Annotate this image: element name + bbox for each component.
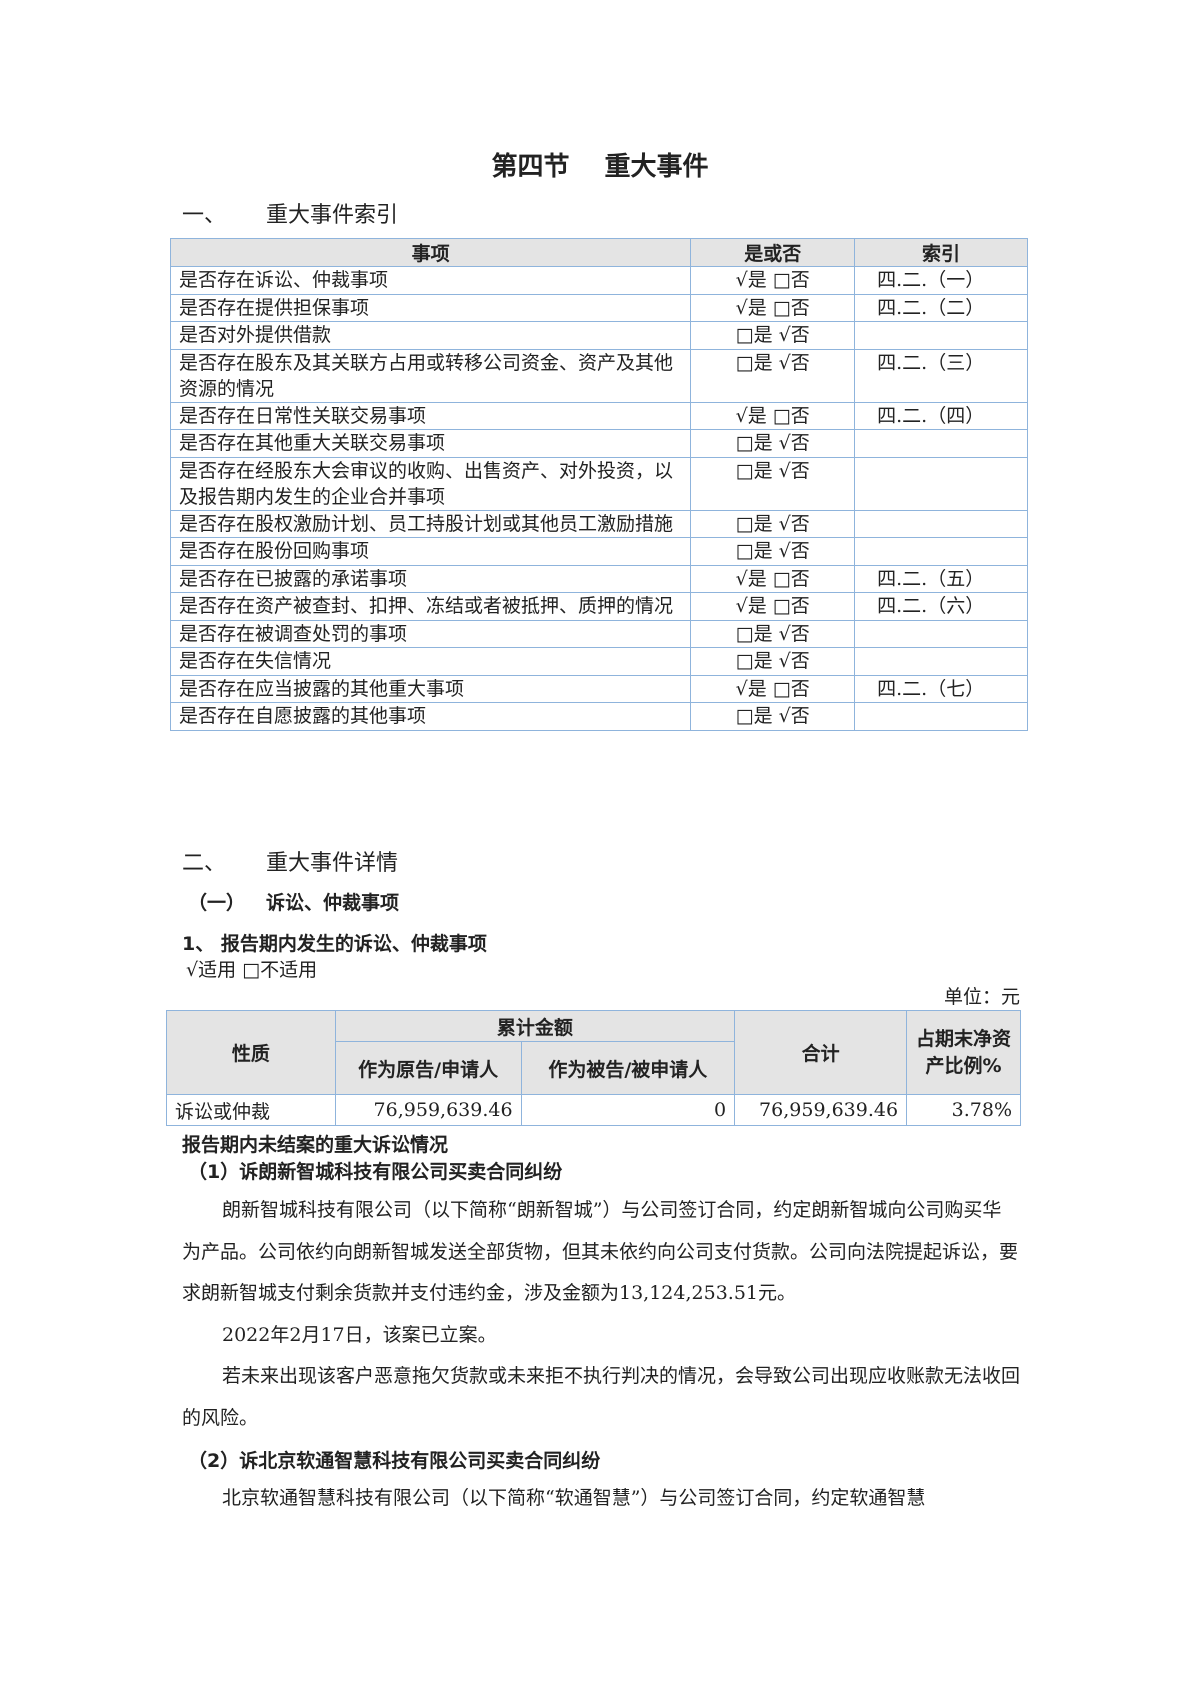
row-item: 是否存在股份回购事项 bbox=[169, 537, 692, 566]
row-index-ref bbox=[854, 456, 1028, 511]
row-yes-no: □是 √否 bbox=[690, 348, 856, 403]
cell-ratio: 3.78% bbox=[906, 1094, 1021, 1126]
event-index-table: 事项 是或否 索引 是否存在诉讼、仲裁事项 √是 □否 四.二.（一） 是否存在提供担… bbox=[169, 238, 1028, 731]
row-item: 是否对外提供借款 bbox=[169, 321, 692, 350]
unit-label: 单位：元 bbox=[943, 986, 1020, 1008]
row-index-ref bbox=[854, 537, 1028, 566]
cell-nature: 诉讼或仲裁 bbox=[166, 1094, 336, 1126]
row-yes-no: □是 √否 bbox=[690, 429, 856, 458]
row-index-ref bbox=[854, 619, 1028, 648]
row-item: 是否存在诉讼、仲裁事项 bbox=[169, 266, 692, 295]
col-header-item: 事项 bbox=[169, 238, 692, 267]
case2-title: （2）诉北京软通智慧科技有限公司买卖合同纠纷 bbox=[188, 1450, 601, 1472]
row-item: 是否存在经股东大会审议的收购、出售资产、对外投资，以及报告期内发生的企业合并事项 bbox=[169, 456, 692, 511]
row-index-ref: 四.二.（一） bbox=[854, 266, 1028, 295]
litigation-table: 性质 累计金额 合计 占期末净资产比例% 作为原告/申请人 作为被告/被申请人 … bbox=[166, 1010, 1021, 1126]
row-item: 是否存在股权激励计划、员工持股计划或其他员工激励措施 bbox=[169, 509, 692, 538]
cell-total: 76,959,639.46 bbox=[734, 1094, 908, 1126]
table-row: 是否存在应当披露的其他重大事项 √是 □否 四.二.（七） bbox=[169, 674, 1028, 703]
row-index-ref: 四.二.（四） bbox=[854, 401, 1028, 430]
row-yes-no: □是 √否 bbox=[690, 647, 856, 676]
row-yes-no: √是 □否 bbox=[690, 674, 856, 703]
row-yes-no: √是 □否 bbox=[690, 401, 856, 430]
col-header-yn: 是或否 bbox=[690, 238, 856, 267]
row-yes-no: √是 □否 bbox=[690, 592, 856, 621]
row-index-ref bbox=[854, 702, 1028, 731]
row-index-ref: 四.二.（三） bbox=[854, 348, 1028, 403]
case1-paragraph-1: 朗新智城科技有限公司（以下简称“朗新智城”）与公司签订合同，约定朗新智城向公司购… bbox=[182, 1199, 1019, 1304]
header-total: 合计 bbox=[734, 1010, 908, 1095]
row-item: 是否存在自愿披露的其他事项 bbox=[169, 702, 692, 731]
row-index-ref bbox=[854, 429, 1028, 458]
header-plaintiff: 作为原告/申请人 bbox=[334, 1041, 522, 1095]
header-nature: 性质 bbox=[166, 1010, 336, 1095]
col-header-ref: 索引 bbox=[854, 238, 1028, 267]
row-index-ref: 四.二.（五） bbox=[854, 564, 1028, 593]
row-item: 是否存在失信情况 bbox=[169, 647, 692, 676]
cell-plaintiff: 76,959,639.46 bbox=[334, 1094, 522, 1126]
case1-title: （1）诉朗新智城科技有限公司买卖合同纠纷 bbox=[188, 1161, 563, 1183]
row-yes-no: □是 √否 bbox=[690, 537, 856, 566]
row-yes-no: □是 √否 bbox=[690, 702, 856, 731]
table-row: 是否存在自愿披露的其他事项 □是 √否 bbox=[169, 702, 1028, 731]
row-item: 是否存在其他重大关联交易事项 bbox=[169, 429, 692, 458]
row-yes-no: √是 □否 bbox=[690, 266, 856, 295]
table-row: 是否存在诉讼、仲裁事项 √是 □否 四.二.（一） bbox=[169, 266, 1028, 295]
table-row: 是否存在失信情况 □是 √否 bbox=[169, 647, 1028, 676]
sub1-1-title: 1、 报告期内发生的诉讼、仲裁事项 bbox=[182, 933, 487, 955]
table-row: 是否存在被调查处罚的事项 □是 √否 bbox=[169, 619, 1028, 648]
row-yes-no: √是 □否 bbox=[690, 564, 856, 593]
sec1-number: 一、 bbox=[182, 203, 227, 228]
table-row: 是否存在其他重大关联交易事项 □是 √否 bbox=[169, 429, 1028, 458]
row-item: 是否存在已披露的承诺事项 bbox=[169, 564, 692, 593]
row-yes-no: □是 √否 bbox=[690, 509, 856, 538]
header-cumulative: 累计金额 bbox=[334, 1010, 736, 1042]
row-item: 是否存在应当披露的其他重大事项 bbox=[169, 674, 692, 703]
row-index-ref: 四.二.（二） bbox=[854, 293, 1028, 322]
case2-paragraph-1: 北京软通智慧科技有限公司（以下简称“软通智慧”）与公司签订合同，约定软通智慧 bbox=[222, 1487, 926, 1509]
row-item: 是否存在股东及其关联方占用或转移公司资金、资产及其他资源的情况 bbox=[169, 348, 692, 403]
table-row: 是否对外提供借款 □是 √否 bbox=[169, 321, 1028, 350]
row-index-ref: 四.二.（六） bbox=[854, 592, 1028, 621]
sec2-title: 重大事件详情 bbox=[266, 851, 399, 876]
row-yes-no: √是 □否 bbox=[690, 293, 856, 322]
table-row: 是否存在股份回购事项 □是 √否 bbox=[169, 537, 1028, 566]
table-row: 是否存在经股东大会审议的收购、出售资产、对外投资，以及报告期内发生的企业合并事项… bbox=[169, 456, 1028, 511]
cell-defendant: 0 bbox=[520, 1094, 736, 1126]
unresolved-heading: 报告期内未结案的重大诉讼情况 bbox=[182, 1134, 449, 1156]
table-row: 诉讼或仲裁 76,959,639.46 0 76,959,639.46 3.78… bbox=[166, 1094, 1021, 1126]
sec1-title: 重大事件索引 bbox=[266, 203, 399, 228]
table-row: 是否存在股权激励计划、员工持股计划或其他员工激励措施 □是 √否 bbox=[169, 509, 1028, 538]
section-title: 第四节 重大事件 bbox=[491, 152, 709, 182]
row-item: 是否存在资产被查封、扣押、冻结或者被抵押、质押的情况 bbox=[169, 592, 692, 621]
row-index-ref bbox=[854, 509, 1028, 538]
row-yes-no: □是 √否 bbox=[690, 456, 856, 511]
row-index-ref bbox=[854, 321, 1028, 350]
row-yes-no: □是 √否 bbox=[690, 619, 856, 648]
applicable-checkbox: √适用 □不适用 bbox=[186, 959, 318, 981]
table-row: 是否存在日常性关联交易事项 √是 □否 四.二.（四） bbox=[169, 401, 1028, 430]
case1-paragraph-3: 若未来出现该客户恶意拖欠货款或未来拒不执行判决的情况，会导致公司出现应收账款无法… bbox=[182, 1365, 1021, 1429]
table-row: 是否存在股东及其关联方占用或转移公司资金、资产及其他资源的情况 □是 √否 四.二.… bbox=[169, 348, 1028, 403]
header-defendant: 作为被告/被申请人 bbox=[520, 1041, 736, 1095]
row-item: 是否存在被调查处罚的事项 bbox=[169, 619, 692, 648]
sec2-number: 二、 bbox=[182, 851, 227, 876]
sub1-number: （一） bbox=[188, 892, 246, 914]
case1-paragraph-2: 2022年2月17日，该案已立案。 bbox=[222, 1324, 497, 1346]
row-yes-no: □是 √否 bbox=[690, 321, 856, 350]
row-item: 是否存在日常性关联交易事项 bbox=[169, 401, 692, 430]
row-item: 是否存在提供担保事项 bbox=[169, 293, 692, 322]
header-ratio: 占期末净资产比例% bbox=[906, 1010, 1021, 1095]
sub1-title: 诉讼、仲裁事项 bbox=[266, 892, 400, 914]
row-index-ref bbox=[854, 647, 1028, 676]
row-index-ref: 四.二.（七） bbox=[854, 674, 1028, 703]
table-row: 是否存在提供担保事项 √是 □否 四.二.（二） bbox=[169, 293, 1028, 322]
table-row: 是否存在资产被查封、扣押、冻结或者被抵押、质押的情况 √是 □否 四.二.（六） bbox=[169, 592, 1028, 621]
table-row: 是否存在已披露的承诺事项 √是 □否 四.二.（五） bbox=[169, 564, 1028, 593]
